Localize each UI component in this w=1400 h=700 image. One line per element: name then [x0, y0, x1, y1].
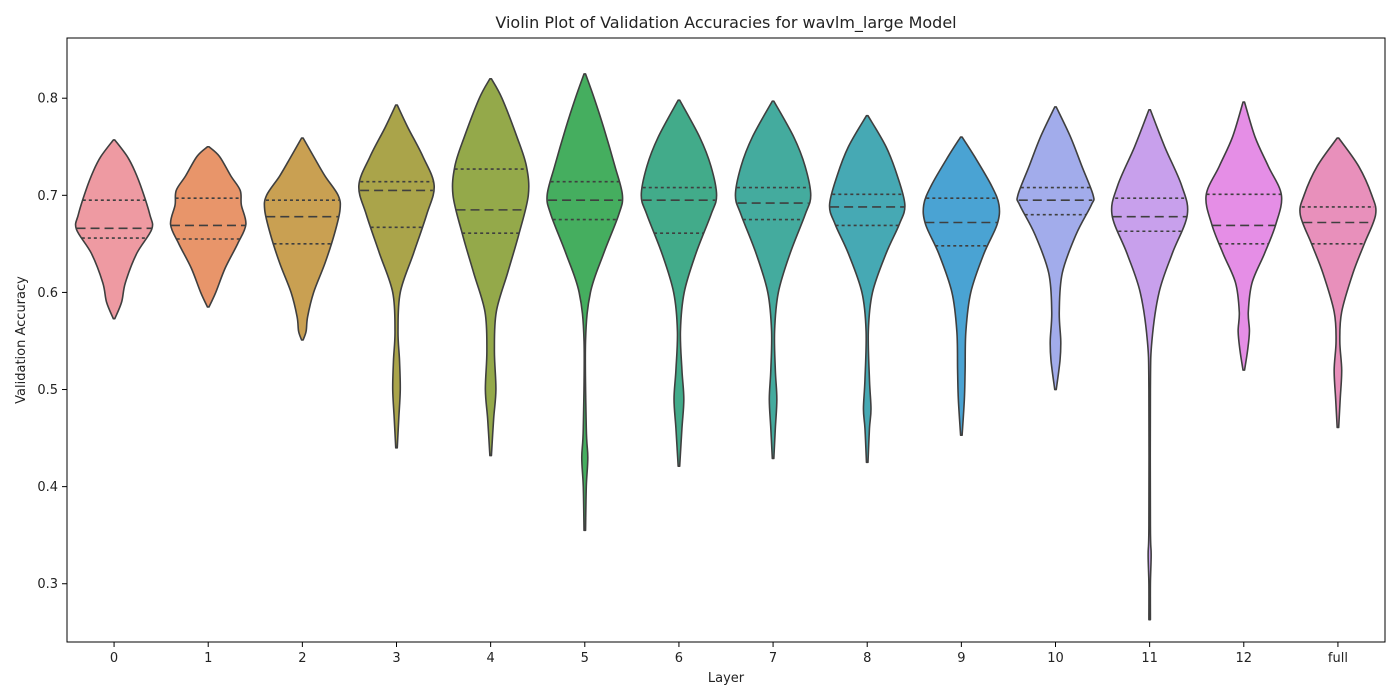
x-tick-label: 12	[1236, 651, 1253, 666]
x-tick-label: 1	[204, 651, 212, 666]
chart-title: Violin Plot of Validation Accuracies for…	[495, 13, 956, 33]
x-tick-label: 11	[1141, 651, 1158, 666]
x-axis: 0 1 2 3 4 5 6 7 8 9 10 11 12 full	[110, 642, 1348, 666]
y-tick-label: 0.3	[37, 577, 58, 592]
y-tick-label: 0.4	[37, 480, 58, 495]
x-axis-label: Layer	[708, 671, 745, 686]
x-tick-label: 9	[957, 651, 965, 666]
violin-group-2	[263, 137, 342, 341]
violin-body-10	[1016, 106, 1095, 391]
violin-group-full	[1299, 137, 1377, 429]
violin-group-11	[1110, 109, 1189, 621]
x-tick-label: 8	[863, 651, 871, 666]
x-tick-label: full	[1328, 651, 1348, 666]
violin-body-1	[169, 145, 247, 308]
violin-group-4	[451, 77, 530, 457]
violin-body-6	[640, 99, 718, 468]
violin-group-6	[640, 99, 718, 468]
y-tick-label: 0.7	[37, 189, 58, 204]
y-tick-label: 0.8	[37, 92, 58, 107]
violin-body-11	[1110, 109, 1189, 621]
violin-body-7	[734, 100, 812, 460]
violin-group-3	[358, 104, 435, 449]
y-axis: 0.3 0.4 0.5 0.6 0.7 0.8	[37, 92, 67, 592]
x-tick-label: 7	[769, 651, 777, 666]
violin-body-2	[263, 137, 342, 341]
violin-body-12	[1205, 101, 1283, 371]
violin-group-7	[734, 100, 812, 460]
violin-group-12	[1205, 101, 1283, 371]
violin-group-10	[1016, 106, 1095, 391]
violin-body-9	[922, 136, 1001, 436]
violins-layer	[74, 73, 1377, 621]
violin-body-3	[358, 104, 435, 449]
y-tick-label: 0.6	[37, 286, 58, 301]
violin-group-8	[828, 114, 906, 464]
violin-body-5	[546, 73, 624, 532]
x-tick-label: 4	[486, 651, 494, 666]
y-axis-label: Validation Accuracy	[14, 276, 29, 404]
x-tick-label: 2	[298, 651, 306, 666]
x-tick-label: 10	[1047, 651, 1064, 666]
plot-frame	[66, 37, 1386, 643]
x-tick-label: 6	[675, 651, 683, 666]
y-tick-label: 0.5	[37, 383, 58, 398]
violin-group-9	[922, 136, 1001, 436]
violin-body-8	[828, 114, 906, 464]
x-tick-label: 0	[110, 651, 118, 666]
x-tick-label: 3	[392, 651, 400, 666]
violin-group-1	[169, 145, 247, 308]
violin-group-0	[74, 139, 154, 320]
x-tick-label: 5	[581, 651, 589, 666]
violin-body-0	[74, 139, 154, 320]
violin-group-5	[546, 73, 624, 532]
violin-body-full	[1299, 137, 1377, 429]
violin-body-4	[451, 77, 530, 457]
